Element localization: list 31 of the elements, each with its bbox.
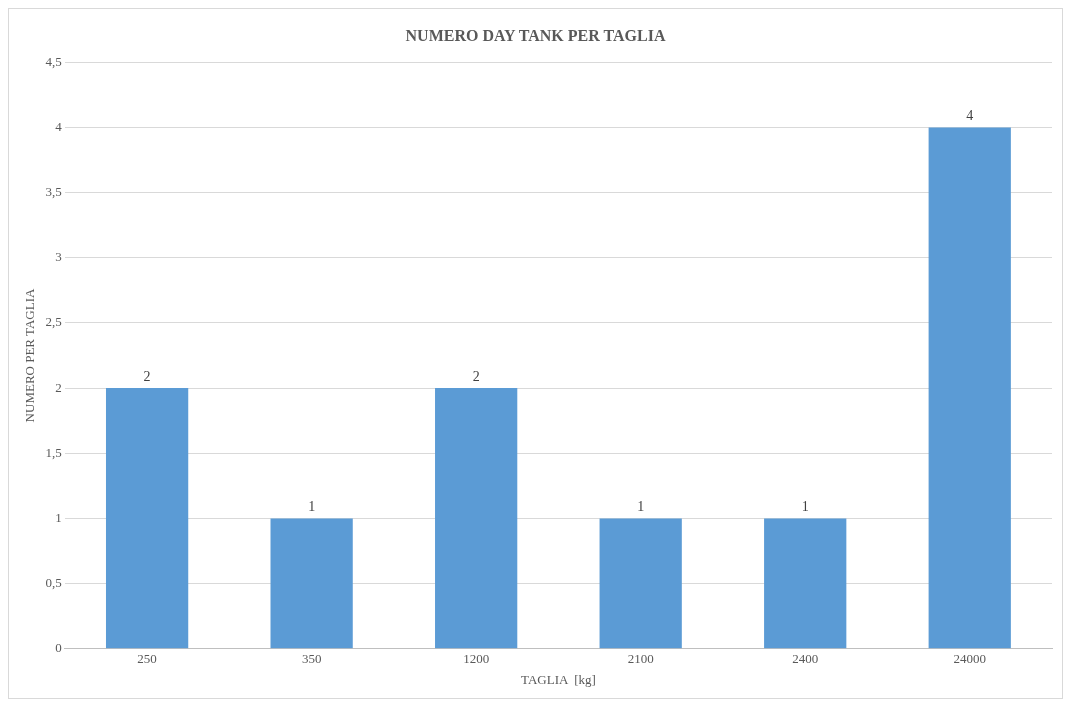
bar — [928, 127, 1011, 649]
data-label: 4 — [966, 108, 974, 124]
y-tick-label: 1,5 — [45, 444, 62, 460]
x-tick-label: 1200 — [463, 651, 490, 667]
y-tick-label: 3,5 — [45, 183, 62, 199]
chart-title: NUMERO DAY TANK PER TAGLIA — [405, 26, 666, 44]
y-tick-label: 4 — [55, 118, 63, 134]
data-label: 1 — [637, 499, 645, 515]
data-label: 1 — [308, 499, 316, 515]
bar — [105, 388, 189, 649]
bar — [270, 518, 353, 649]
y-tick-label: 0 — [55, 640, 62, 656]
bar — [764, 518, 847, 649]
data-label: 2 — [143, 368, 151, 384]
y-tick-label: 2 — [55, 379, 62, 395]
y-axis-title: NUMERO PER TAGLIA — [22, 288, 38, 423]
y-tick-label: 4,5 — [45, 53, 62, 69]
bar — [435, 388, 518, 649]
x-tick-label: 350 — [301, 651, 322, 667]
y-tick-label: 2,5 — [45, 314, 62, 330]
bar — [599, 518, 682, 649]
y-tick-label: 3 — [55, 249, 62, 265]
x-axis-title: TAGLIA [kg] — [521, 671, 596, 687]
data-label: 1 — [801, 499, 809, 515]
x-tick-label: 2100 — [627, 651, 654, 667]
x-tick-label: 250 — [137, 651, 157, 667]
x-tick-label: 24000 — [953, 651, 986, 667]
x-tick-label: 2400 — [792, 651, 819, 667]
data-label: 2 — [472, 368, 480, 384]
y-tick-label: 0,5 — [45, 575, 62, 591]
y-tick-label: 1 — [55, 509, 62, 525]
